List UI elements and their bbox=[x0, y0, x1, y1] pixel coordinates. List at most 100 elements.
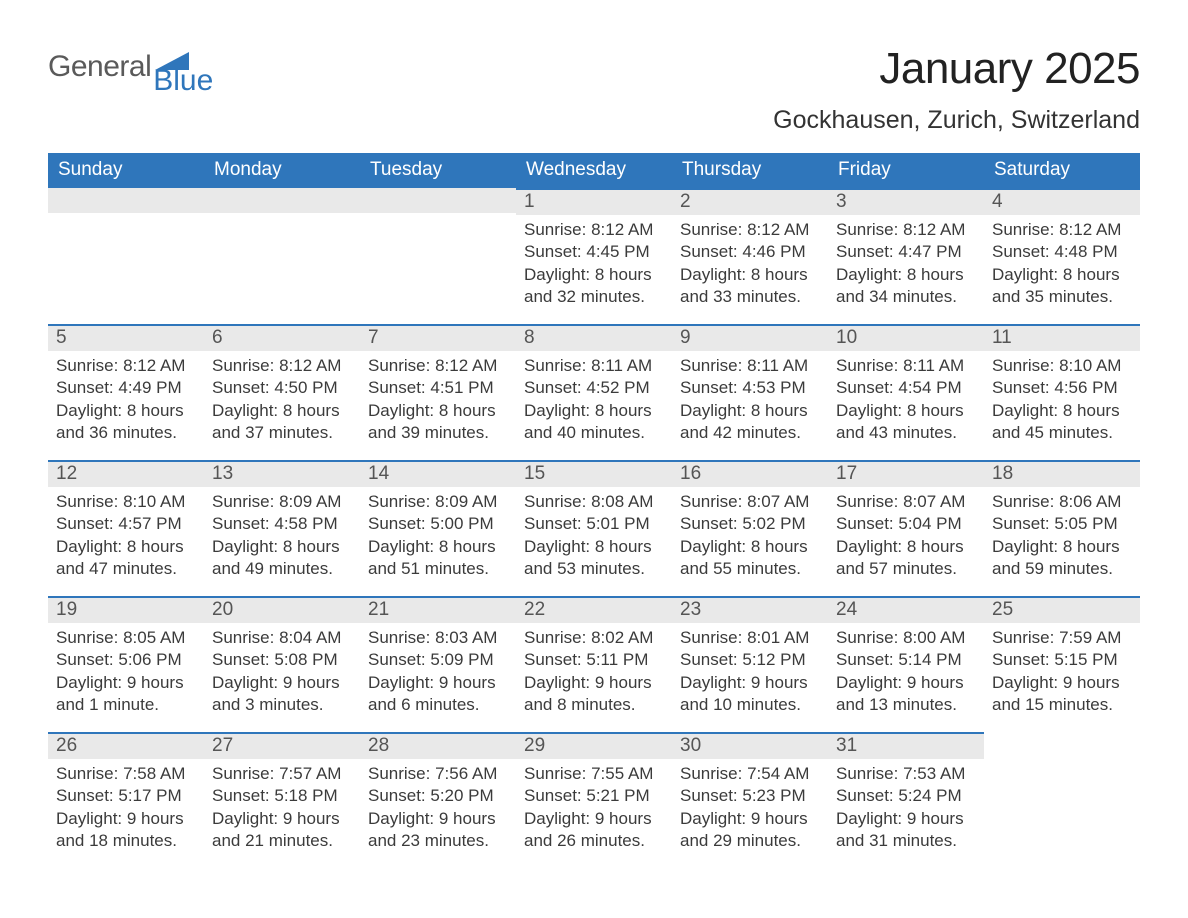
day-sunrise: Sunrise: 7:58 AM bbox=[56, 763, 196, 784]
day-number: 9 bbox=[672, 324, 828, 351]
day-dl1: Daylight: 9 hours bbox=[680, 672, 820, 693]
title-block: January 2025 Gockhausen, Zurich, Switzer… bbox=[773, 44, 1140, 135]
day-sunset: Sunset: 5:00 PM bbox=[368, 513, 508, 534]
day-details: Sunrise: 7:54 AMSunset: 5:23 PMDaylight:… bbox=[672, 759, 828, 851]
calendar-week: 12Sunrise: 8:10 AMSunset: 4:57 PMDayligh… bbox=[48, 460, 1140, 580]
day-dl2: and 21 minutes. bbox=[212, 830, 352, 851]
brand-blue-block: Blue bbox=[153, 52, 213, 96]
calendar-week: 1Sunrise: 8:12 AMSunset: 4:45 PMDaylight… bbox=[48, 188, 1140, 308]
day-sunrise: Sunrise: 8:09 AM bbox=[368, 491, 508, 512]
day-sunset: Sunset: 5:01 PM bbox=[524, 513, 664, 534]
day-details: Sunrise: 8:04 AMSunset: 5:08 PMDaylight:… bbox=[204, 623, 360, 715]
day-sunrise: Sunrise: 8:07 AM bbox=[680, 491, 820, 512]
day-dl2: and 47 minutes. bbox=[56, 558, 196, 579]
calendar-day: 25Sunrise: 7:59 AMSunset: 5:15 PMDayligh… bbox=[984, 596, 1140, 716]
calendar-day: 3Sunrise: 8:12 AMSunset: 4:47 PMDaylight… bbox=[828, 188, 984, 308]
day-number: 18 bbox=[984, 460, 1140, 487]
day-dl2: and 18 minutes. bbox=[56, 830, 196, 851]
day-dl2: and 31 minutes. bbox=[836, 830, 976, 851]
day-details: Sunrise: 7:55 AMSunset: 5:21 PMDaylight:… bbox=[516, 759, 672, 851]
day-dl2: and 8 minutes. bbox=[524, 694, 664, 715]
calendar-day: 23Sunrise: 8:01 AMSunset: 5:12 PMDayligh… bbox=[672, 596, 828, 716]
day-sunset: Sunset: 5:04 PM bbox=[836, 513, 976, 534]
calendar-day bbox=[360, 188, 516, 308]
day-number: 28 bbox=[360, 732, 516, 759]
day-sunset: Sunset: 4:56 PM bbox=[992, 377, 1132, 398]
day-sunrise: Sunrise: 7:54 AM bbox=[680, 763, 820, 784]
day-sunset: Sunset: 4:52 PM bbox=[524, 377, 664, 398]
day-dl1: Daylight: 8 hours bbox=[524, 400, 664, 421]
day-number: 10 bbox=[828, 324, 984, 351]
day-sunset: Sunset: 4:58 PM bbox=[212, 513, 352, 534]
calendar-day: 6Sunrise: 8:12 AMSunset: 4:50 PMDaylight… bbox=[204, 324, 360, 444]
day-sunset: Sunset: 5:06 PM bbox=[56, 649, 196, 670]
calendar-day: 5Sunrise: 8:12 AMSunset: 4:49 PMDaylight… bbox=[48, 324, 204, 444]
day-dl1: Daylight: 9 hours bbox=[524, 672, 664, 693]
day-dl1: Daylight: 9 hours bbox=[56, 672, 196, 693]
day-number: 30 bbox=[672, 732, 828, 759]
calendar-day bbox=[48, 188, 204, 308]
empty-day bbox=[48, 188, 204, 213]
day-sunset: Sunset: 5:02 PM bbox=[680, 513, 820, 534]
calendar-day: 11Sunrise: 8:10 AMSunset: 4:56 PMDayligh… bbox=[984, 324, 1140, 444]
day-details: Sunrise: 8:11 AMSunset: 4:54 PMDaylight:… bbox=[828, 351, 984, 443]
weekday-header: Wednesday bbox=[516, 153, 672, 188]
day-sunrise: Sunrise: 8:10 AM bbox=[992, 355, 1132, 376]
day-dl1: Daylight: 8 hours bbox=[212, 400, 352, 421]
day-dl1: Daylight: 8 hours bbox=[524, 264, 664, 285]
week-separator bbox=[48, 444, 1140, 460]
empty-day bbox=[204, 188, 360, 213]
day-sunrise: Sunrise: 8:12 AM bbox=[836, 219, 976, 240]
day-dl1: Daylight: 8 hours bbox=[680, 400, 820, 421]
day-dl1: Daylight: 8 hours bbox=[836, 536, 976, 557]
calendar-day: 24Sunrise: 8:00 AMSunset: 5:14 PMDayligh… bbox=[828, 596, 984, 716]
day-details: Sunrise: 8:03 AMSunset: 5:09 PMDaylight:… bbox=[360, 623, 516, 715]
day-sunrise: Sunrise: 8:05 AM bbox=[56, 627, 196, 648]
day-sunset: Sunset: 4:46 PM bbox=[680, 241, 820, 262]
calendar-day bbox=[984, 732, 1140, 852]
header: General Blue January 2025 Gockhausen, Zu… bbox=[48, 44, 1140, 135]
calendar-week: 26Sunrise: 7:58 AMSunset: 5:17 PMDayligh… bbox=[48, 732, 1140, 852]
day-details: Sunrise: 8:01 AMSunset: 5:12 PMDaylight:… bbox=[672, 623, 828, 715]
day-sunset: Sunset: 4:54 PM bbox=[836, 377, 976, 398]
day-sunset: Sunset: 5:12 PM bbox=[680, 649, 820, 670]
day-details: Sunrise: 8:06 AMSunset: 5:05 PMDaylight:… bbox=[984, 487, 1140, 579]
day-number: 21 bbox=[360, 596, 516, 623]
day-dl2: and 10 minutes. bbox=[680, 694, 820, 715]
day-dl2: and 23 minutes. bbox=[368, 830, 508, 851]
day-dl2: and 37 minutes. bbox=[212, 422, 352, 443]
day-sunrise: Sunrise: 8:11 AM bbox=[836, 355, 976, 376]
day-details: Sunrise: 7:53 AMSunset: 5:24 PMDaylight:… bbox=[828, 759, 984, 851]
calendar-day: 12Sunrise: 8:10 AMSunset: 4:57 PMDayligh… bbox=[48, 460, 204, 580]
calendar-day: 8Sunrise: 8:11 AMSunset: 4:52 PMDaylight… bbox=[516, 324, 672, 444]
day-dl1: Daylight: 8 hours bbox=[680, 264, 820, 285]
day-sunrise: Sunrise: 8:09 AM bbox=[212, 491, 352, 512]
calendar-day: 16Sunrise: 8:07 AMSunset: 5:02 PMDayligh… bbox=[672, 460, 828, 580]
day-details: Sunrise: 8:07 AMSunset: 5:02 PMDaylight:… bbox=[672, 487, 828, 579]
calendar-day: 22Sunrise: 8:02 AMSunset: 5:11 PMDayligh… bbox=[516, 596, 672, 716]
day-dl2: and 13 minutes. bbox=[836, 694, 976, 715]
day-details: Sunrise: 8:10 AMSunset: 4:56 PMDaylight:… bbox=[984, 351, 1140, 443]
calendar-head: SundayMondayTuesdayWednesdayThursdayFrid… bbox=[48, 153, 1140, 188]
day-number: 20 bbox=[204, 596, 360, 623]
calendar-day: 15Sunrise: 8:08 AMSunset: 5:01 PMDayligh… bbox=[516, 460, 672, 580]
day-number: 26 bbox=[48, 732, 204, 759]
day-sunrise: Sunrise: 8:06 AM bbox=[992, 491, 1132, 512]
day-dl1: Daylight: 8 hours bbox=[212, 536, 352, 557]
day-details: Sunrise: 8:00 AMSunset: 5:14 PMDaylight:… bbox=[828, 623, 984, 715]
day-details: Sunrise: 8:11 AMSunset: 4:52 PMDaylight:… bbox=[516, 351, 672, 443]
day-dl1: Daylight: 9 hours bbox=[680, 808, 820, 829]
calendar-day: 30Sunrise: 7:54 AMSunset: 5:23 PMDayligh… bbox=[672, 732, 828, 852]
calendar-day: 18Sunrise: 8:06 AMSunset: 5:05 PMDayligh… bbox=[984, 460, 1140, 580]
day-dl2: and 34 minutes. bbox=[836, 286, 976, 307]
calendar-day: 29Sunrise: 7:55 AMSunset: 5:21 PMDayligh… bbox=[516, 732, 672, 852]
day-dl2: and 55 minutes. bbox=[680, 558, 820, 579]
day-details: Sunrise: 8:12 AMSunset: 4:51 PMDaylight:… bbox=[360, 351, 516, 443]
day-dl2: and 3 minutes. bbox=[212, 694, 352, 715]
day-dl1: Daylight: 9 hours bbox=[212, 808, 352, 829]
page-subtitle: Gockhausen, Zurich, Switzerland bbox=[773, 106, 1140, 135]
calendar-day: 21Sunrise: 8:03 AMSunset: 5:09 PMDayligh… bbox=[360, 596, 516, 716]
day-dl2: and 57 minutes. bbox=[836, 558, 976, 579]
day-dl1: Daylight: 9 hours bbox=[368, 808, 508, 829]
day-sunset: Sunset: 4:53 PM bbox=[680, 377, 820, 398]
